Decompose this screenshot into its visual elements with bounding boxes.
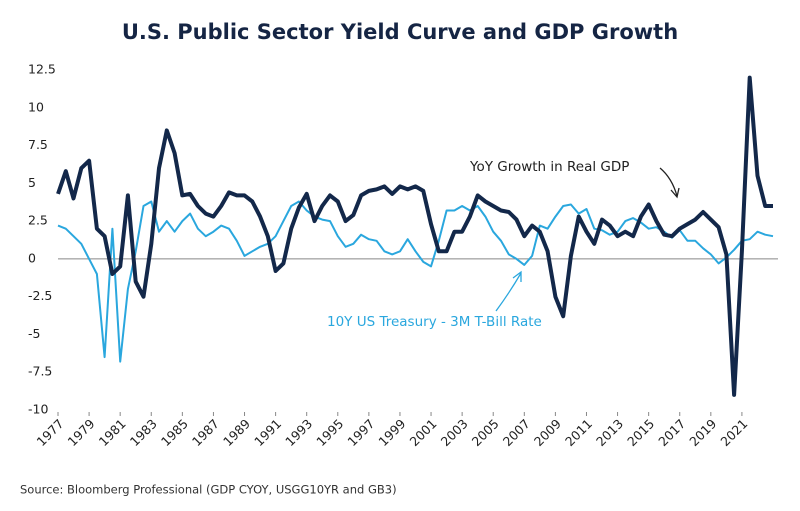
y-tick-label: -7.5 bbox=[28, 364, 52, 379]
x-tick-label: 2021 bbox=[717, 416, 750, 449]
annotation: YoY Growth in Real GDP bbox=[469, 159, 629, 175]
data-line bbox=[57, 200, 774, 363]
annotation-arrow bbox=[495, 270, 522, 312]
y-tick-label: 5 bbox=[28, 175, 36, 190]
y-tick-label: 10 bbox=[28, 99, 44, 114]
annotation-arrow bbox=[659, 167, 680, 199]
x-tick-label: 1993 bbox=[282, 416, 315, 449]
x-tick-label: 2007 bbox=[500, 416, 533, 449]
x-tick-label: 1981 bbox=[96, 416, 129, 449]
x-tick-label: 2001 bbox=[407, 416, 440, 449]
chart-title: U.S. Public Sector Yield Curve and GDP G… bbox=[122, 20, 678, 44]
x-tick-label: 2015 bbox=[624, 416, 657, 449]
x-tick-label: 1991 bbox=[251, 416, 284, 449]
x-tick-label: 1979 bbox=[65, 416, 98, 449]
x-tick-label: 2009 bbox=[531, 416, 564, 449]
source-note: Source: Bloomberg Professional (GDP CYOY… bbox=[20, 483, 397, 497]
x-tick-label: 1999 bbox=[375, 416, 408, 449]
x-tick-label: 1983 bbox=[127, 416, 160, 449]
y-tick-label: 2.5 bbox=[28, 213, 48, 228]
y-tick-label: 7.5 bbox=[28, 137, 48, 152]
x-tick-label: 1987 bbox=[189, 416, 222, 449]
x-tick-label: 1977 bbox=[33, 416, 66, 449]
y-tick-label: 12.5 bbox=[28, 62, 56, 77]
x-tick-label: 2019 bbox=[686, 416, 719, 449]
x-tick-label: 1989 bbox=[220, 416, 253, 449]
x-tick-label: 2017 bbox=[655, 416, 688, 449]
x-tick-label: 1997 bbox=[344, 416, 377, 449]
y-tick-label: 0 bbox=[28, 250, 36, 265]
data-line bbox=[56, 75, 773, 397]
y-tick-label: -5 bbox=[28, 326, 40, 341]
x-tick-label: 2013 bbox=[593, 416, 626, 449]
x-tick-label: 2005 bbox=[469, 416, 502, 449]
x-tick-label: 2003 bbox=[438, 416, 471, 449]
x-tick-label: 1995 bbox=[313, 416, 346, 449]
plot-area: 12.5107.552.50-2.5-5-7.5-101977197919811… bbox=[28, 62, 778, 449]
x-tick-label: 2011 bbox=[562, 416, 595, 449]
x-tick-label: 1985 bbox=[158, 416, 191, 449]
y-tick-label: -10 bbox=[28, 402, 48, 417]
annotation: 10Y US Treasury - 3M T-Bill Rate bbox=[327, 314, 542, 330]
y-tick-label: -2.5 bbox=[28, 288, 52, 303]
